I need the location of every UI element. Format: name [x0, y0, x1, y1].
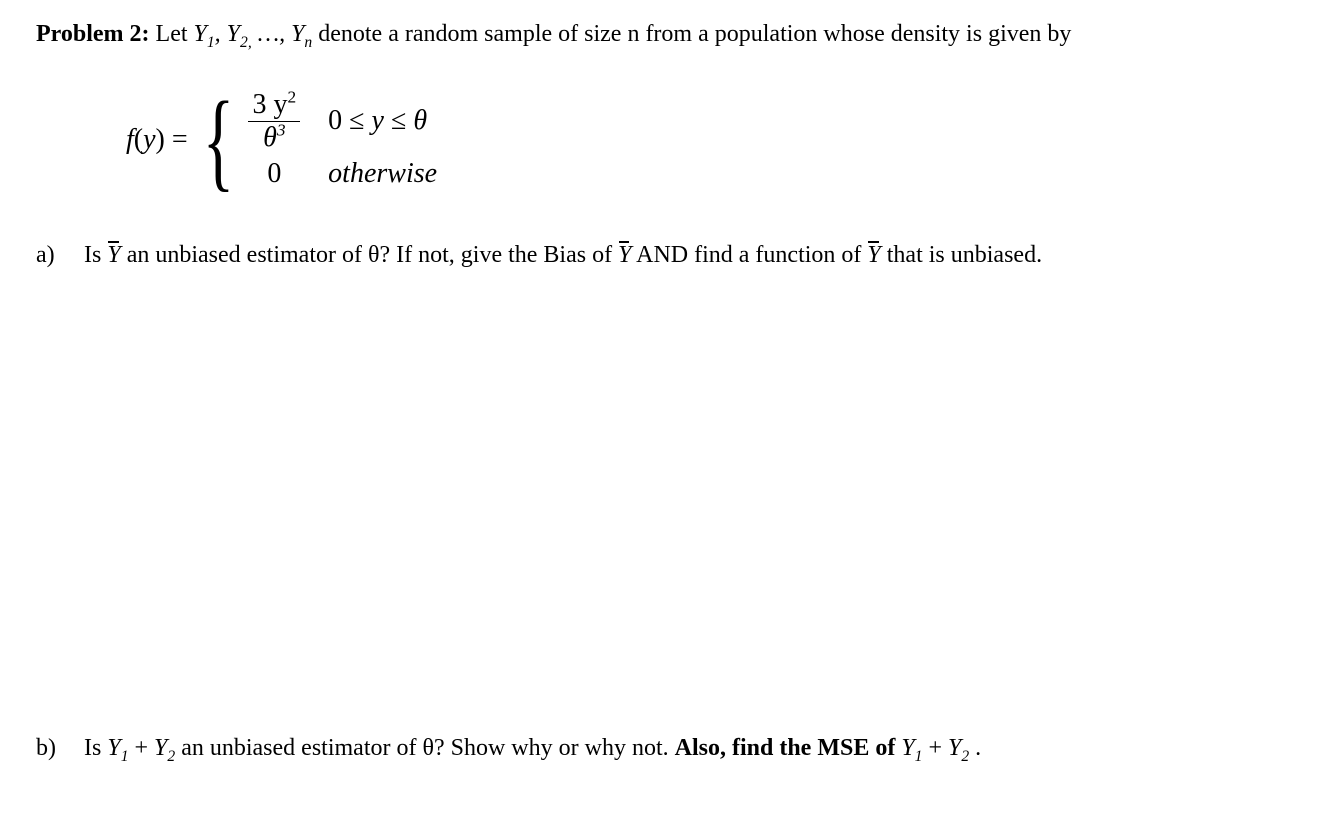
numerator: 3 y2: [248, 90, 300, 121]
pa-t1: Is: [84, 242, 107, 268]
denominator: θ3: [259, 122, 289, 152]
plus-1: +: [129, 735, 155, 761]
intro-post: denote a random sample of size n from a …: [312, 21, 1071, 47]
problem-label: Problem 2:: [36, 21, 150, 47]
equals: =: [165, 124, 188, 155]
ybar-1: Y: [107, 242, 120, 269]
problem-statement: Problem 2: Let Y1, Y2, …, Yn denote a ra…: [36, 18, 1286, 50]
part-b-marker: b): [36, 735, 84, 762]
density-lhs: f(y) =: [126, 124, 188, 156]
pa-t4: that is unbiased.: [881, 242, 1042, 268]
part-b: b) Is Y1 + Y2 an unbiased estimator of θ…: [36, 735, 1286, 762]
intro-pre: Let: [150, 21, 194, 47]
left-brace: {: [202, 99, 234, 182]
part-a: a) Is Y an unbiased estimator of θ? If n…: [36, 242, 1286, 269]
y-symbol: y: [143, 124, 155, 155]
page: Problem 2: Let Y1, Y2, …, Yn denote a ra…: [0, 0, 1322, 780]
part-a-marker: a): [36, 242, 84, 269]
case2-condition: otherwise: [328, 158, 437, 190]
pa-t2: an unbiased estimator of θ? If not, give…: [121, 242, 618, 268]
pa-t3: AND find a function of: [631, 242, 867, 268]
ybar-3: Y: [867, 242, 880, 269]
pb-t2: an unbiased estimator of θ? Show why or …: [175, 735, 674, 761]
case1-value: 3 y2 θ3: [248, 90, 300, 152]
cases: 3 y2 θ3 0 ≤ y ≤ θ 0 otherwise: [248, 90, 437, 190]
y2: Y2: [154, 735, 175, 761]
cases-brace: { 3 y2 θ3 0 ≤ y ≤ θ 0 otherwise: [192, 90, 437, 190]
case1-condition: 0 ≤ y ≤ θ: [328, 105, 437, 137]
part-a-body: Is Y an unbiased estimator of θ? If not,…: [84, 242, 1286, 269]
pb-bold: Also, find the MSE of Y1 + Y2: [675, 735, 970, 761]
sample-vars: Y1, Y2, …, Yn: [194, 21, 313, 47]
part-b-body: Is Y1 + Y2 an unbiased estimator of θ? S…: [84, 735, 1286, 762]
fraction: 3 y2 θ3: [248, 90, 300, 152]
density-definition: f(y) = { 3 y2 θ3 0 ≤ y ≤ θ 0 otherwise: [126, 90, 1286, 190]
pb-t1: Is: [84, 735, 107, 761]
ybar-2: Y: [618, 242, 631, 269]
f-symbol: f: [126, 124, 134, 155]
y1: Y1: [107, 735, 128, 761]
case2-value: 0: [248, 158, 300, 190]
pb-period: .: [969, 735, 981, 761]
